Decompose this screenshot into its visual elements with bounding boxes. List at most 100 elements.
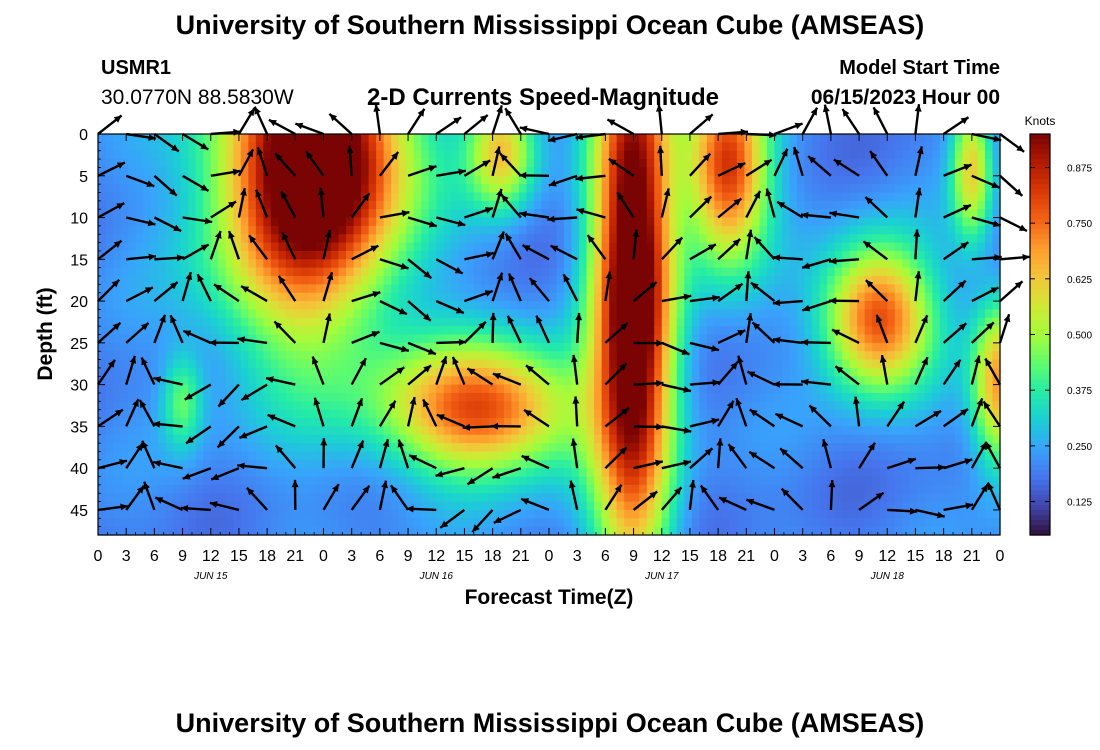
heatmap-cell [188,267,197,277]
heatmap-cell [473,134,482,143]
heatmap-cell [368,418,377,427]
heatmap-cell [887,134,896,143]
heatmap-cell [834,392,843,402]
heatmap-cell [120,234,129,244]
heatmap-cell [766,434,776,444]
heatmap-cell [315,234,325,244]
heatmap-cell [203,476,212,486]
heatmap-cell [571,342,580,352]
heatmap-cell [789,326,798,336]
heatmap-cell [436,409,445,419]
heatmap-cell [932,225,941,235]
heatmap-cell [361,267,370,277]
heatmap-cell [834,242,843,252]
heatmap-cell [503,418,513,427]
heatmap-cell [300,409,310,419]
heatmap-cell [954,175,964,185]
heatmap-cell [323,326,332,336]
heatmap-cell [654,209,663,219]
heatmap-cell [361,150,370,160]
heatmap-cell [759,351,768,361]
heatmap-cell [353,418,362,427]
heatmap-cell [992,392,1001,402]
heatmap-cell [120,443,129,453]
heatmap-cell [872,384,881,394]
heatmap-cell [293,292,302,302]
heatmap-cell [691,225,700,235]
heatmap-cell [789,342,798,352]
heatmap-cell [188,359,197,369]
heatmap-cell [451,451,460,461]
heatmap-cell [150,259,159,269]
heatmap-cell [270,351,279,361]
heatmap-cell [564,359,573,369]
heatmap-cell [736,367,746,377]
heatmap-cell [526,434,535,444]
heatmap-cell [714,426,723,436]
heatmap-cell [436,301,445,311]
heatmap-cell [684,134,693,143]
heatmap-cell [759,392,768,402]
heatmap-cell [804,376,813,386]
heatmap-cell [609,342,618,352]
heatmap-cell [879,451,888,461]
heatmap-cell [135,259,144,269]
heatmap-cell [98,392,107,402]
heatmap-cell [759,418,768,427]
heatmap-cell [812,276,821,285]
heatmap-cell [188,334,197,344]
heatmap-cell [113,184,122,194]
heatmap-cell [624,443,633,453]
heatmap-cell [962,418,971,427]
heatmap-cell [541,225,550,235]
heatmap-cell [714,259,723,269]
heatmap-cell [947,418,956,427]
heatmap-cell [969,134,979,143]
heatmap-cell [661,468,670,478]
heatmap-cell [255,326,264,336]
heatmap-cell [609,200,618,210]
heatmap-cell [684,150,693,160]
heatmap-cell [804,217,813,227]
heatmap-cell [353,317,362,327]
heatmap-cell [676,175,685,185]
heatmap-cell [413,309,422,319]
heatmap-cell [984,242,994,252]
heatmap-cell [323,459,332,469]
heatmap-cell [300,426,310,436]
heatmap-cell [774,367,783,377]
heatmap-cell [473,309,482,319]
heatmap-cell [601,259,610,269]
heatmap-cell [902,267,911,277]
heatmap-cell [323,418,332,427]
heatmap-cell [128,159,137,169]
heatmap-cell [346,434,355,444]
heatmap-cell [180,159,189,169]
heatmap-cell [609,309,618,319]
heatmap-cell [684,159,693,169]
heatmap-cell [827,468,836,478]
heatmap-cell [834,192,843,202]
heatmap-cell [278,468,287,478]
heatmap-cell [721,134,730,143]
heatmap-cell [285,284,295,294]
heatmap-cell [699,209,708,219]
heatmap-cell [639,200,648,210]
heatmap-cell [376,234,385,244]
heatmap-cell [834,267,843,277]
heatmap-cell [128,326,137,336]
heatmap-cell [255,267,264,277]
heatmap-cell [225,217,234,227]
heatmap-cell [789,359,798,369]
heatmap-cell [579,351,588,361]
heatmap-cell [744,134,753,143]
heatmap-cell [158,184,167,194]
heatmap-cell [699,175,708,185]
heatmap-cell [473,267,482,277]
heatmap-cell [992,451,1001,461]
heatmap-cell [331,476,340,486]
heatmap-cell [466,250,475,260]
heatmap-cell [887,276,896,285]
heatmap-cell [203,292,212,302]
heatmap-cell [443,317,452,327]
